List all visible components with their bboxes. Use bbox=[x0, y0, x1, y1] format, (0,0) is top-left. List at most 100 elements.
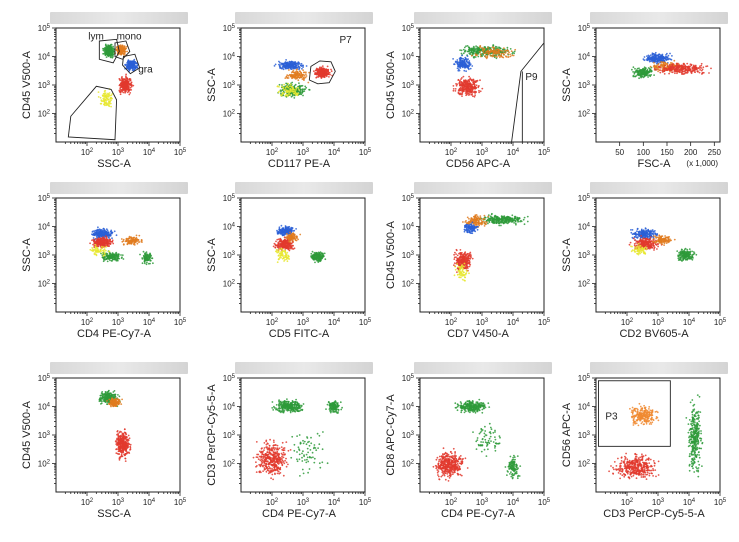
event-point bbox=[120, 93, 122, 95]
event-point bbox=[475, 91, 477, 93]
event-point bbox=[121, 241, 123, 243]
event-point bbox=[101, 248, 103, 250]
event-point bbox=[301, 89, 303, 91]
event-point bbox=[678, 71, 680, 73]
event-point bbox=[283, 229, 285, 231]
event-point bbox=[278, 61, 280, 63]
event-point bbox=[471, 85, 473, 87]
event-point bbox=[462, 89, 464, 91]
event-point bbox=[472, 95, 474, 97]
event-point bbox=[110, 106, 112, 108]
event-point bbox=[689, 68, 691, 70]
event-point bbox=[146, 262, 148, 264]
event-point bbox=[471, 47, 473, 49]
event-point bbox=[664, 73, 666, 75]
event-point bbox=[283, 89, 285, 91]
event-point bbox=[103, 260, 105, 262]
event-point bbox=[289, 230, 291, 232]
x-tick-label: 105 bbox=[174, 318, 187, 327]
event-point bbox=[290, 83, 292, 85]
event-point bbox=[463, 70, 465, 72]
event-point bbox=[462, 87, 464, 89]
event-point bbox=[471, 65, 473, 67]
event-point bbox=[97, 226, 99, 228]
event-point bbox=[279, 66, 281, 68]
event-point bbox=[475, 49, 477, 51]
event-point bbox=[104, 90, 106, 92]
event-point bbox=[505, 52, 507, 54]
event-point bbox=[458, 89, 460, 91]
event-point bbox=[473, 91, 475, 93]
event-point bbox=[302, 65, 304, 67]
x-tick-label: 105 bbox=[174, 148, 187, 157]
event-point bbox=[458, 93, 460, 95]
event-point bbox=[480, 49, 482, 51]
event-point bbox=[108, 239, 110, 241]
event-point bbox=[141, 240, 143, 242]
event-point bbox=[495, 56, 497, 58]
event-point bbox=[125, 88, 127, 90]
event-point bbox=[102, 234, 104, 236]
x-multiplier-label: (x 1,000) bbox=[686, 159, 718, 168]
event-point bbox=[146, 258, 148, 260]
event-point bbox=[690, 63, 692, 65]
event-point bbox=[453, 85, 455, 87]
event-point bbox=[478, 86, 480, 88]
event-point bbox=[288, 77, 290, 79]
event-point bbox=[275, 64, 277, 66]
event-point bbox=[671, 64, 673, 66]
event-point bbox=[286, 228, 288, 230]
event-point bbox=[496, 46, 498, 48]
event-point bbox=[644, 71, 646, 73]
event-point bbox=[148, 263, 150, 265]
event-point bbox=[466, 64, 468, 66]
event-point bbox=[480, 90, 482, 92]
event-point bbox=[286, 85, 288, 87]
event-point bbox=[101, 241, 103, 243]
event-point bbox=[318, 71, 320, 73]
event-point bbox=[298, 73, 300, 75]
event-point bbox=[96, 236, 98, 238]
y-tick-label: 102 bbox=[402, 110, 415, 119]
event-point bbox=[656, 61, 658, 63]
y-tick-label: 103 bbox=[402, 81, 415, 90]
event-point bbox=[287, 87, 289, 89]
event-point bbox=[470, 68, 472, 70]
event-point bbox=[107, 44, 109, 46]
event-point bbox=[103, 228, 105, 230]
event-point bbox=[124, 46, 126, 48]
x-tick-label: 102 bbox=[81, 318, 94, 327]
y-tick-label: 103 bbox=[38, 251, 51, 260]
event-point bbox=[324, 73, 326, 75]
event-point bbox=[648, 67, 650, 69]
event-point bbox=[493, 52, 495, 54]
event-point bbox=[100, 103, 102, 105]
event-point bbox=[465, 80, 467, 82]
event-point bbox=[708, 72, 710, 74]
event-point bbox=[150, 255, 152, 257]
event-point bbox=[463, 64, 465, 66]
y-axis-label: CD45 V500-A bbox=[21, 50, 33, 119]
event-point bbox=[300, 65, 302, 67]
event-point bbox=[514, 49, 516, 51]
event-point bbox=[655, 55, 657, 57]
event-point bbox=[668, 73, 670, 75]
event-point bbox=[324, 69, 326, 71]
y-tick-label: 104 bbox=[223, 53, 236, 62]
event-point bbox=[97, 239, 99, 241]
event-point bbox=[110, 241, 112, 243]
event-point bbox=[660, 64, 662, 66]
event-point bbox=[104, 232, 106, 234]
event-point bbox=[295, 78, 297, 80]
event-point bbox=[295, 88, 297, 90]
event-point bbox=[129, 78, 131, 80]
event-point bbox=[471, 92, 473, 94]
event-point bbox=[95, 232, 97, 234]
event-point bbox=[303, 77, 305, 79]
event-point bbox=[105, 95, 107, 97]
event-point bbox=[686, 66, 688, 68]
event-point bbox=[112, 54, 114, 56]
event-point bbox=[514, 51, 516, 53]
event-point bbox=[127, 83, 129, 85]
event-point bbox=[126, 64, 128, 66]
